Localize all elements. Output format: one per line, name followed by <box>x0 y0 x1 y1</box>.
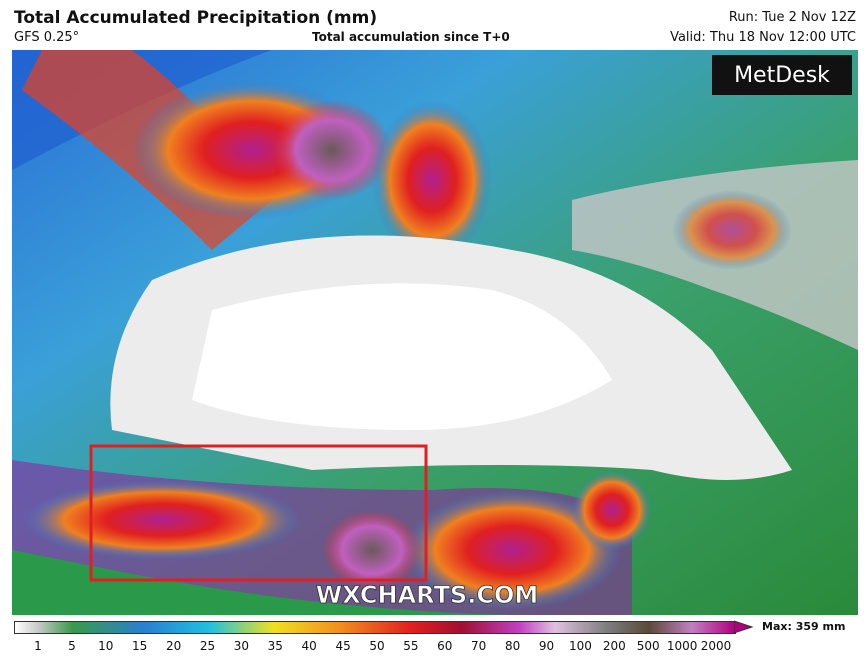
rain-cell <box>572 470 652 550</box>
max-label: Max: 359 mm <box>762 620 846 633</box>
tick-label: 40 <box>301 639 317 653</box>
map: MetDesk WXCHARTS.COM <box>12 50 858 615</box>
tick-label: 200 <box>602 639 626 653</box>
tick-label: 5 <box>68 639 76 653</box>
rain-cell <box>22 480 302 560</box>
desert <box>192 283 612 430</box>
tick-label: 50 <box>369 639 385 653</box>
ocean-rain <box>12 550 512 615</box>
tick-label: 15 <box>132 639 148 653</box>
tick-label: 500 <box>636 639 660 653</box>
rain-cell <box>322 510 422 590</box>
rain-cell <box>372 100 492 260</box>
rain-cell <box>272 100 392 200</box>
tick-label: 90 <box>538 639 555 653</box>
tick-label: 45 <box>335 639 351 653</box>
tick-label: 20 <box>165 639 182 653</box>
rain-cell <box>672 190 792 270</box>
tick-label: 35 <box>267 639 283 653</box>
bar-arrow <box>734 620 754 634</box>
subtitle: Total accumulation since T+0 <box>312 30 510 44</box>
tick-label: 60 <box>437 639 453 653</box>
tick-label: 25 <box>199 639 216 653</box>
run: Run: Tue 2 Nov 12Z <box>728 10 856 25</box>
tick-label: 80 <box>504 639 521 653</box>
tick-label: 10 <box>98 639 114 653</box>
tick-label: 30 <box>233 639 250 653</box>
color-bar <box>14 621 736 634</box>
tick-label: 70 <box>471 639 487 653</box>
tick-label: 1000 <box>666 639 698 653</box>
highlight-box <box>89 444 428 582</box>
valid: Valid: Thu 18 Nov 12:00 UTC <box>670 30 856 45</box>
watermark: WXCHARTS.COM <box>316 581 538 609</box>
logo-box <box>712 55 852 95</box>
tick-label: 2000 <box>700 639 732 653</box>
title: Total Accumulated Precipitation (mm) <box>14 8 378 28</box>
tick-label: 1 <box>34 639 42 653</box>
tick-label: 100 <box>568 639 592 653</box>
model: GFS 0.25° <box>14 30 80 45</box>
tick-label: 55 <box>403 639 419 653</box>
rain-cell <box>402 490 622 610</box>
logo: MetDesk <box>734 63 830 88</box>
